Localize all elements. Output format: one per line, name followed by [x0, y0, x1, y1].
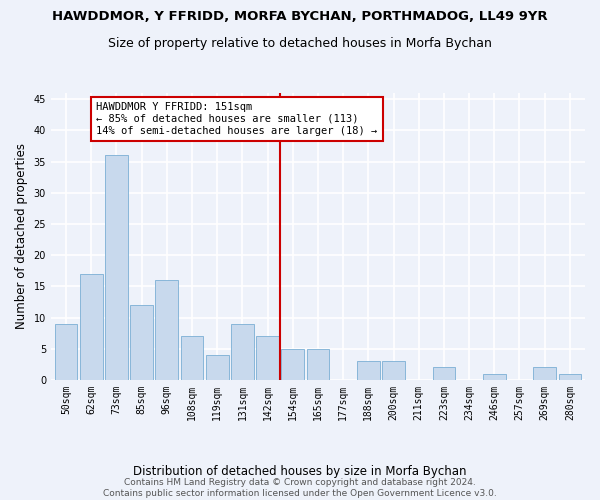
Text: Distribution of detached houses by size in Morfa Bychan: Distribution of detached houses by size … — [133, 465, 467, 478]
Bar — [357, 361, 380, 380]
Bar — [281, 348, 304, 380]
Bar — [181, 336, 203, 380]
Text: HAWDDMOR, Y FFRIDD, MORFA BYCHAN, PORTHMADOG, LL49 9YR: HAWDDMOR, Y FFRIDD, MORFA BYCHAN, PORTHM… — [52, 10, 548, 23]
Bar — [382, 361, 405, 380]
Bar — [256, 336, 279, 380]
Bar — [80, 274, 103, 380]
Bar — [206, 355, 229, 380]
Bar — [55, 324, 77, 380]
Text: Contains HM Land Registry data © Crown copyright and database right 2024.
Contai: Contains HM Land Registry data © Crown c… — [103, 478, 497, 498]
Bar — [559, 374, 581, 380]
Y-axis label: Number of detached properties: Number of detached properties — [15, 144, 28, 330]
Bar — [105, 156, 128, 380]
Bar — [483, 374, 506, 380]
Bar — [307, 348, 329, 380]
Bar — [130, 305, 153, 380]
Bar — [533, 368, 556, 380]
Bar — [433, 368, 455, 380]
Bar — [231, 324, 254, 380]
Text: HAWDDMOR Y FFRIDD: 151sqm
← 85% of detached houses are smaller (113)
14% of semi: HAWDDMOR Y FFRIDD: 151sqm ← 85% of detac… — [96, 102, 377, 136]
Text: Size of property relative to detached houses in Morfa Bychan: Size of property relative to detached ho… — [108, 38, 492, 51]
Bar — [155, 280, 178, 380]
